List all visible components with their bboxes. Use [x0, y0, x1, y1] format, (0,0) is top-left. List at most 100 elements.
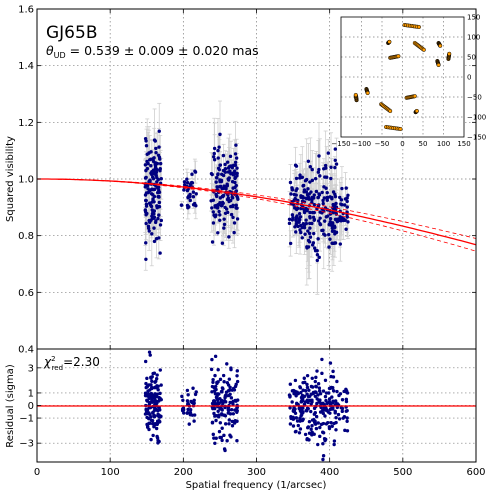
residual-point	[299, 400, 303, 404]
visibility-point	[316, 237, 320, 241]
residual-point	[321, 430, 325, 434]
visibility-point	[234, 206, 238, 210]
residual-point	[212, 436, 216, 440]
residual-point	[185, 399, 190, 403]
residual-point	[148, 388, 152, 392]
residual-point	[188, 410, 193, 415]
uniform-disk-model	[37, 178, 477, 252]
residual-point	[157, 413, 161, 417]
main-y-tick-label: 0.4	[18, 345, 34, 356]
residual-point	[318, 425, 322, 430]
inset-x-tick-label: −100	[352, 140, 371, 148]
residual-y-tick-label: −1	[19, 414, 34, 425]
visibility-point	[234, 143, 238, 147]
residual-point	[291, 424, 296, 428]
residual-point	[155, 419, 160, 423]
inset-x-tick-label: −150	[331, 140, 350, 148]
visibility-point	[228, 198, 233, 203]
residual-point	[147, 411, 151, 415]
visibility-point	[151, 176, 156, 181]
residual-point	[212, 385, 216, 390]
x-axis-label: Spatial frequency (1/arcsec)	[186, 480, 327, 491]
visibility-point	[154, 219, 158, 223]
visibility-point	[289, 192, 293, 196]
visibility-point	[297, 211, 302, 216]
residual-point	[299, 406, 303, 410]
residual-point	[289, 415, 293, 419]
visibility-point	[158, 223, 163, 227]
residual-point	[147, 350, 152, 354]
visibility-point	[298, 215, 303, 219]
residual-point	[331, 389, 336, 393]
residual-point	[290, 389, 295, 393]
visibility-point	[153, 139, 158, 143]
visibility-point	[323, 163, 328, 168]
visibility-point	[186, 206, 190, 210]
residual-point	[321, 411, 326, 416]
residual-point	[340, 398, 345, 402]
model-curve-bound	[37, 178, 477, 252]
uv-point	[436, 62, 441, 68]
visibility-point	[235, 171, 239, 176]
residual-point	[344, 399, 349, 404]
residual-point	[288, 406, 292, 410]
visibility-point	[143, 185, 148, 189]
residual-point	[296, 423, 301, 428]
visibility-point	[223, 185, 227, 190]
residual-point	[321, 457, 325, 462]
residual-point	[226, 407, 230, 411]
residual-point	[222, 433, 226, 438]
residual-point	[309, 402, 313, 406]
residual-point	[192, 398, 196, 403]
visibility-point	[155, 180, 159, 184]
inset-y-tick-label: −50	[467, 94, 482, 102]
visibility-point	[340, 186, 344, 191]
residual-point	[155, 434, 159, 439]
visibility-point	[333, 194, 338, 199]
residual-point	[337, 417, 342, 421]
residual-point	[219, 435, 223, 440]
residual-point	[332, 439, 337, 443]
visibility-point	[321, 198, 325, 203]
visibility-point	[329, 176, 333, 181]
residual-point	[321, 389, 326, 393]
visibility-point	[143, 193, 148, 197]
visibility-point	[149, 164, 153, 168]
visibility-point	[291, 216, 295, 220]
residual-point	[323, 414, 327, 418]
residual-point	[309, 409, 313, 414]
visibility-point	[226, 210, 230, 215]
residual-point	[310, 398, 314, 402]
residual-point	[153, 385, 157, 390]
residual-point	[331, 375, 336, 379]
residual-x-tick-label: 0	[34, 467, 40, 478]
visibility-point	[341, 218, 346, 223]
visibility-point	[330, 221, 335, 225]
residual-point	[225, 362, 229, 366]
visibility-point	[288, 180, 293, 185]
visibility-point	[335, 219, 340, 224]
residual-point	[335, 389, 339, 394]
residual-point	[236, 398, 240, 402]
visibility-point	[300, 236, 304, 240]
visibility-point	[226, 170, 231, 174]
visibility-point	[306, 159, 311, 163]
residual-point	[213, 391, 218, 396]
visibility-point	[323, 233, 327, 237]
visibility-point	[152, 212, 156, 216]
visibility-point	[143, 176, 148, 180]
residual-point	[331, 369, 335, 374]
residual-point	[156, 438, 160, 443]
visibility-point	[330, 226, 335, 230]
visibility-point	[222, 217, 226, 221]
residual-point	[182, 411, 186, 415]
visibility-point	[316, 219, 321, 223]
residual-point	[229, 435, 233, 439]
residual-point	[221, 401, 225, 406]
visibility-point	[299, 195, 303, 199]
visibility-point	[144, 139, 148, 143]
residual-point	[193, 392, 198, 397]
residual-point	[299, 414, 303, 418]
residual-point	[235, 439, 239, 443]
residual-point	[211, 380, 215, 384]
